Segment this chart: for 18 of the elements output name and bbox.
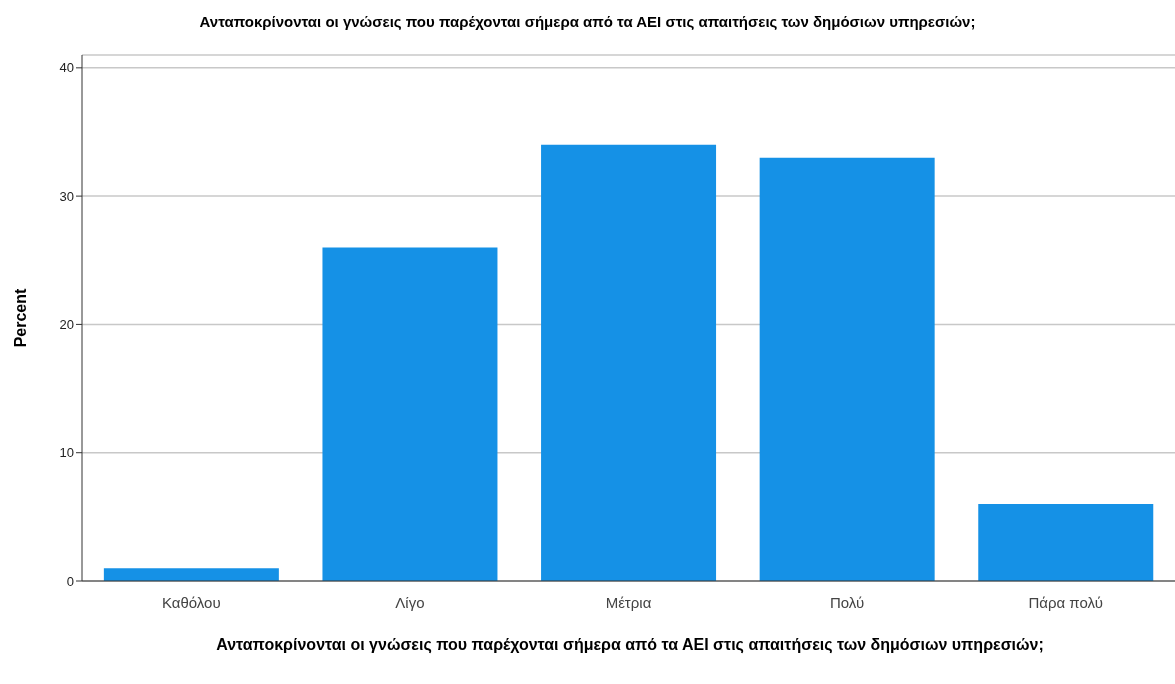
y-tick-label: 20 [59, 317, 74, 333]
bar [103, 568, 279, 581]
y-tick-label: 40 [59, 60, 74, 76]
bar [759, 157, 935, 581]
chart-title: Ανταποκρίνονται οι γνώσεις που παρέχονται σήμερα από τα ΑΕΙ στις απαιτήσεις των δημόσιων υπηρεσιών; [198, 12, 977, 32]
y-tick-label: 30 [59, 188, 74, 204]
y-tick-label: 10 [59, 445, 74, 461]
x-tick-label: Πολύ [829, 593, 865, 611]
x-tick-label: Μέτρια [605, 593, 652, 611]
bar [322, 247, 498, 581]
x-tick-label: Καθόλου [161, 593, 221, 611]
bar [978, 504, 1154, 581]
x-axis-title: Ανταποκρίνονται οι γνώσεις που παρέχονται σήμερα από τα ΑΕΙ στις απαιτήσεις των δημόσιων υπηρεσιών; [215, 636, 1045, 654]
y-axis-title: Percent [11, 287, 29, 348]
bar [541, 144, 717, 581]
x-tick-label: Λίγο [395, 593, 425, 611]
x-tick-label: Πάρα πολύ [1028, 593, 1103, 611]
y-tick-label: 0 [66, 573, 74, 589]
